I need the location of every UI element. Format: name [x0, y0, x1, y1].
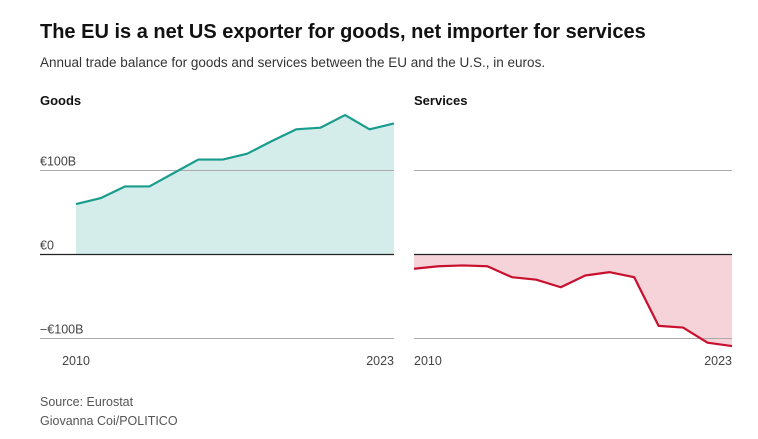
panel-goods: Goods €100B €0 −€100B 2010 2023	[40, 93, 395, 368]
x-tick-label: 2023	[704, 354, 732, 368]
panel-services: Services 2010 2023	[413, 93, 733, 368]
y-tick-label: €0	[40, 239, 54, 253]
x-tick-label: 2010	[414, 354, 442, 368]
chart-title: The EU is a net US exporter for goods, n…	[40, 21, 646, 43]
y-tick-label: €100B	[40, 155, 76, 169]
y-tick-label: −€100B	[40, 323, 83, 337]
panel-title: Services	[414, 93, 468, 108]
panel-title: Goods	[40, 93, 81, 108]
area-fill	[76, 115, 394, 255]
area-fill	[414, 254, 732, 347]
credit-note: Giovanna Coi/POLITICO	[40, 414, 178, 428]
source-block: Source: Eurostat Giovanna Coi/POLITICO	[40, 393, 178, 431]
x-tick-label: 2010	[62, 354, 90, 368]
series-line	[75, 113, 395, 206]
source-note: Source: Eurostat	[40, 395, 134, 409]
chart-subtitle: Annual trade balance for goods and servi…	[40, 55, 546, 70]
x-tick-label: 2023	[366, 354, 394, 368]
series-line	[413, 264, 733, 348]
